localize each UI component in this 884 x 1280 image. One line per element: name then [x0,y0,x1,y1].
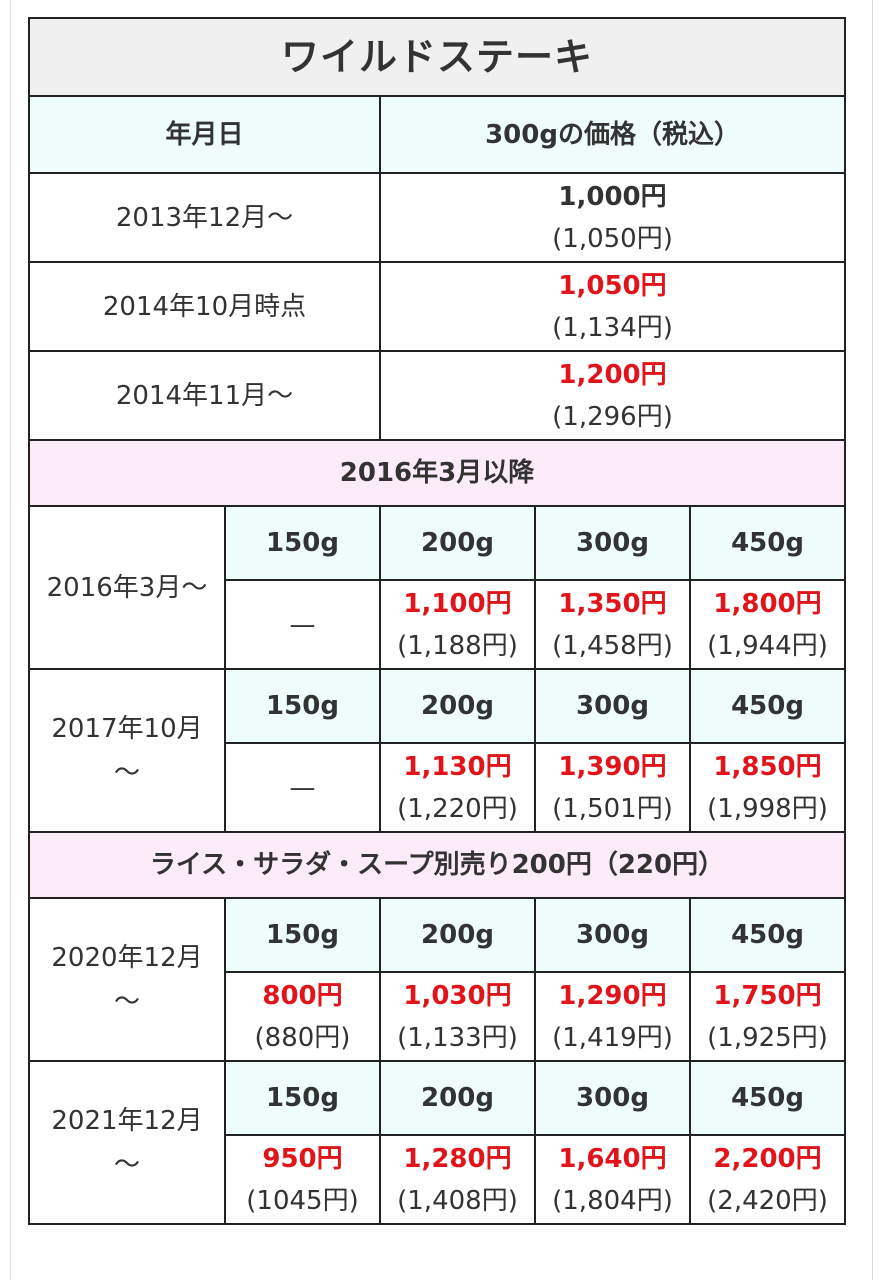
table-row: 2014年10月時点 1,050円 (1,134円) [28,261,847,352]
price-cell: 1,100円 (1,188円) [379,579,536,670]
frame-right-border [872,0,873,1280]
size-label: 300g [534,1060,691,1136]
price-value: 1,130円 [403,751,512,782]
price-value: 1,000円 [558,181,667,212]
size-label: 450g [688,505,847,581]
price-cell: 1,350円 (1,458円) [534,579,691,670]
size-label: 300g [534,897,691,973]
price-cell: 2,200円 (2,420円) [688,1134,847,1225]
price-tax-value: (2,420円) [707,1185,828,1216]
row-date: 2013年12月～ [28,172,381,263]
price-cell: 1,000円 (1,050円) [378,172,847,263]
price-value: 1,800円 [713,588,822,619]
frame-left-border [10,0,11,1280]
size-label: 200g [379,668,536,744]
price-tax-value: (1,998円) [707,793,828,824]
price-table: ワイルドステーキ 年月日 300gの価格（税込） 2013年12月～ 1,000… [27,17,847,1225]
section-header-2016: 2016年3月以降 [27,439,847,507]
size-label: 450g [688,897,847,973]
price-tax-value: (1,458円) [552,630,673,661]
size-label: 300g [534,505,691,581]
price-cell: 1,050円 (1,134円) [378,261,847,352]
price-cell: 1,800円 (1,944円) [688,579,847,670]
price-cell: 800円 (880円) [224,971,381,1062]
price-tax-value: (1,133円) [397,1022,518,1053]
size-label: 150g [224,897,381,973]
price-value: 1,640円 [558,1143,667,1174]
price-cell: 1,280円 (1,408円) [379,1134,536,1225]
price-cell: 1,030円 (1,133円) [379,971,536,1062]
price-value: 1,280円 [403,1143,512,1174]
price-tax-value: (880円) [254,1022,351,1053]
price-tax-value: (1,501円) [552,793,673,824]
price-value: 800円 [262,980,343,1011]
price-cell: 1,640円 (1,804円) [534,1134,691,1225]
size-label: 150g [224,668,381,744]
period-date: 2017年10月～ [28,668,226,833]
price-tax-value: (1,296円) [552,401,673,432]
price-tax-value: (1,188円) [397,630,518,661]
price-value: 1,750円 [713,980,822,1011]
table-title: ワイルドステーキ [27,17,847,97]
size-label: 200g [379,505,536,581]
price-value: 1,290円 [558,980,667,1011]
price-tax-value: (1045円) [246,1185,359,1216]
price-column-header: 300gの価格（税込） [378,95,847,174]
price-cell: 1,290円 (1,419円) [534,971,691,1062]
price-cell: 1,130円 (1,220円) [379,742,536,833]
size-label: 450g [688,668,847,744]
table-row: 2014年11月～ 1,200円 (1,296円) [28,350,847,441]
size-label: 450g [688,1060,847,1136]
price-value: 950円 [262,1143,343,1174]
price-cell-dash: — [224,579,381,670]
price-value: 1,200円 [558,359,667,390]
size-label: 200g [379,897,536,973]
size-label: 150g [224,505,381,581]
price-cell: 1,390円 (1,501円) [534,742,691,833]
price-value: 1,390円 [558,751,667,782]
price-tax-value: (1,220円) [397,793,518,824]
price-tax-value: (1,419円) [552,1022,673,1053]
price-cell: 950円 (1045円) [224,1134,381,1225]
price-cell-dash: — [224,742,381,833]
price-cell: 1,200円 (1,296円) [378,350,847,441]
date-column-header: 年月日 [28,95,381,174]
size-label: 200g [379,1060,536,1136]
table-row: 2013年12月～ 1,000円 (1,050円) [28,172,847,263]
period-date: 2020年12月～ [28,897,226,1062]
period-date: 2021年12月～ [28,1060,226,1225]
price-value: 1,050円 [558,270,667,301]
size-label: 300g [534,668,691,744]
price-tax-value: (1,925円) [707,1022,828,1053]
price-value: 1,350円 [558,588,667,619]
size-label: 150g [224,1060,381,1136]
price-tax-value: (1,134円) [552,312,673,343]
price-tax-value: (1,050円) [552,223,673,254]
price-value: 2,200円 [713,1143,822,1174]
price-cell: 1,850円 (1,998円) [688,742,847,833]
row-date: 2014年10月時点 [28,261,381,352]
price-cell: 1,750円 (1,925円) [688,971,847,1062]
price-value: 1,030円 [403,980,512,1011]
price-tax-value: (1,408円) [397,1185,518,1216]
price-value: 1,100円 [403,588,512,619]
price-tax-value: (1,804円) [552,1185,673,1216]
row-date: 2014年11月～ [28,350,381,441]
period-date: 2016年3月～ [28,505,226,670]
price-tax-value: (1,944円) [707,630,828,661]
section-header-sides: ライス・サラダ・スープ別売り200円（220円） [27,831,847,899]
price-value: 1,850円 [713,751,822,782]
